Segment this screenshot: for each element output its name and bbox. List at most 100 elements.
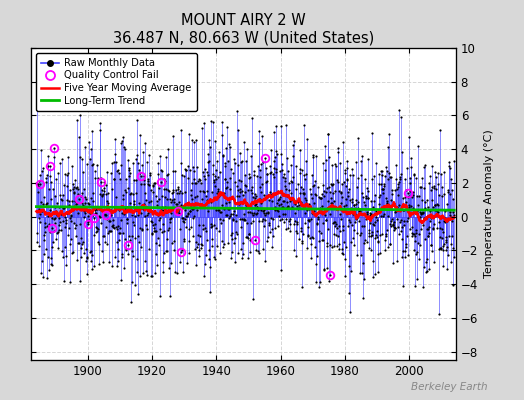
Point [196,204,204,210]
Point [141,212,149,219]
Point [64,208,73,214]
Point [73,191,82,198]
Point [74,186,83,192]
Point [447,214,455,220]
Point [156,214,164,221]
Point [387,218,396,224]
Point [149,182,158,189]
Point [391,162,400,168]
Point [378,231,386,237]
Point [328,199,336,206]
Point [38,168,46,174]
Point [405,204,413,210]
Point [333,224,341,231]
Point [234,162,242,168]
Point [368,229,377,235]
Point [224,206,233,212]
Point [341,273,350,280]
Point [181,207,189,214]
Point [68,250,76,256]
Point [219,152,227,159]
Point [192,239,200,246]
Point [195,233,204,240]
Point [44,163,52,170]
Point [374,171,383,178]
Point [353,230,361,236]
Point [140,181,149,187]
Point [160,194,169,200]
Point [374,238,382,245]
Point [394,184,402,190]
Point [290,220,298,227]
Point [197,201,205,208]
Point [277,150,285,157]
Point [374,251,383,257]
Point [226,254,235,261]
Point [70,220,78,226]
Point [189,206,197,212]
Point [165,188,173,194]
Point [137,173,145,180]
Point [90,263,98,269]
Point [160,176,168,182]
Point [271,203,279,210]
Point [418,197,426,203]
Point [421,269,430,276]
Point [97,179,105,185]
Point [145,182,153,188]
Point [144,176,152,182]
Point [282,216,290,222]
Point [158,168,166,175]
Point [221,160,230,166]
Point [147,198,156,205]
Point [357,158,366,164]
Point [306,235,314,241]
Point [294,181,303,188]
Point [336,228,344,234]
Point [102,224,110,230]
Point [165,265,173,271]
Point [376,232,384,238]
Point [256,196,264,202]
Point [219,152,227,158]
Point [442,238,450,245]
Point [166,219,174,226]
Point [356,230,365,236]
Point [217,202,226,208]
Point [389,260,397,266]
Point [441,215,449,221]
Point [211,182,220,189]
Point [202,252,210,258]
Point [242,202,250,208]
Point [314,284,323,290]
Point [396,217,405,223]
Point [339,138,347,145]
Point [424,233,432,239]
Point [399,195,408,202]
Point [89,190,97,196]
Point [449,196,457,202]
Point [398,236,406,242]
Point [173,208,182,215]
Point [386,197,395,203]
Point [111,136,119,142]
Point [290,201,299,207]
Point [279,198,288,204]
Point [204,172,212,178]
Point [111,205,119,211]
Point [410,231,418,237]
Point [377,213,386,219]
Point [238,188,246,194]
Point [368,130,376,136]
Point [45,220,53,227]
Point [259,246,267,252]
Point [101,211,110,218]
Point [335,223,343,229]
Point [444,187,452,193]
Point [225,174,234,181]
Point [427,186,435,193]
Point [271,207,280,213]
Point [261,154,270,161]
Point [311,178,319,184]
Point [55,215,63,221]
